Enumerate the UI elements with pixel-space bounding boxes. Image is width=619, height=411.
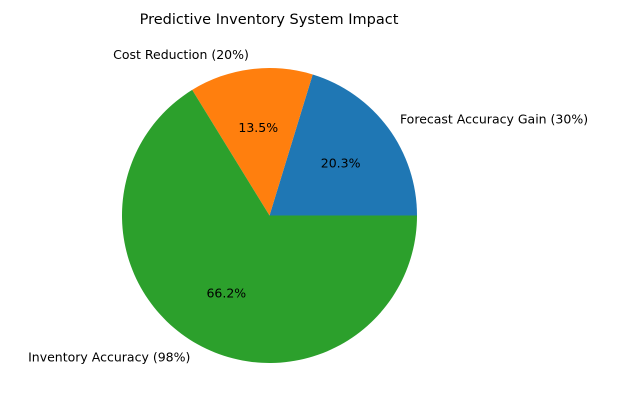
chart-title: Predictive Inventory System Impact: [140, 12, 399, 28]
pie-slice-inventory-accuracy: [122, 89, 417, 364]
percent-label-inventory-accuracy: 66.2%: [206, 285, 246, 300]
category-label-forecast-accuracy-gain: Forecast Accuracy Gain (30%): [400, 112, 588, 127]
pie-slices: [122, 68, 417, 364]
percent-label-forecast-accuracy-gain: 20.3%: [321, 155, 361, 170]
category-label-inventory-accuracy: Inventory Accuracy (98%): [28, 350, 190, 365]
pie-slice-forecast-accuracy-gain: [269, 74, 417, 216]
category-label-cost-reduction: Cost Reduction (20%): [113, 47, 249, 62]
percent-labels: 20.3% 13.5% 66.2%: [206, 120, 360, 300]
category-labels: Forecast Accuracy Gain (30%) Cost Reducti…: [28, 47, 588, 365]
pie-slice-cost-reduction: [192, 68, 313, 216]
percent-label-cost-reduction: 13.5%: [238, 120, 278, 135]
